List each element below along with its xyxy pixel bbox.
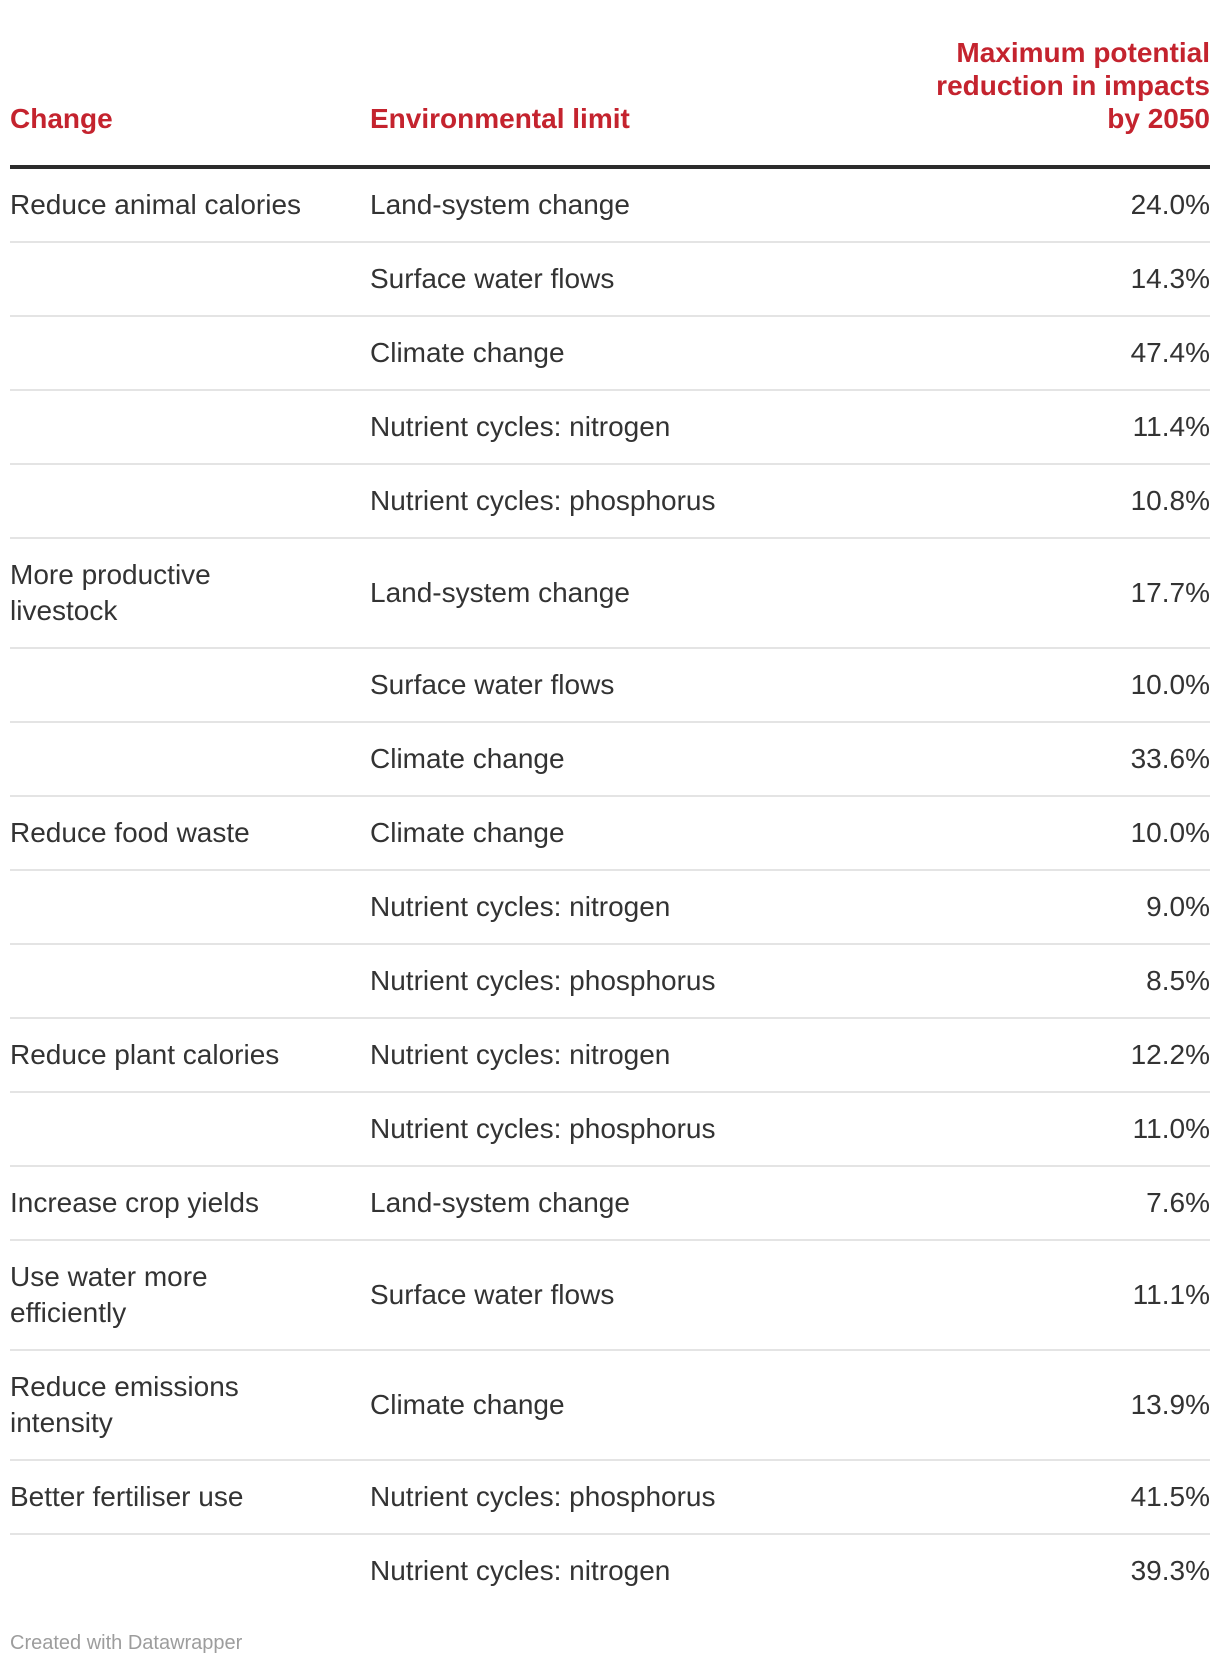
change-cell — [10, 389, 370, 464]
value-cell: 47.4% — [880, 315, 1210, 390]
column-header-environmental-limit: Environmental limit — [370, 0, 880, 169]
change-cell — [10, 943, 370, 1018]
table-row: Surface water flows 10.0% — [10, 647, 1210, 722]
value-cell: 10.0% — [880, 795, 1210, 870]
column-header-change: Change — [10, 0, 370, 169]
limit-cell: Climate change — [370, 721, 880, 796]
change-cell: Reduce emissions intensity — [10, 1349, 370, 1460]
table-row: Reduce emissions intensity Climate chang… — [10, 1349, 1210, 1460]
limit-cell: Nutrient cycles: nitrogen — [370, 389, 880, 464]
table-row: Climate change 47.4% — [10, 315, 1210, 390]
change-cell — [10, 241, 370, 316]
table-header-row: Change Environmental limit Maximum poten… — [10, 0, 1210, 169]
change-cell: Increase crop yields — [10, 1165, 370, 1240]
value-cell: 10.8% — [880, 463, 1210, 538]
value-cell: 8.5% — [880, 943, 1210, 1018]
change-cell — [10, 315, 370, 390]
table-row: Climate change 33.6% — [10, 721, 1210, 796]
change-cell: Use water more efficiently — [10, 1239, 370, 1350]
change-cell — [10, 869, 370, 944]
change-cell: Reduce food waste — [10, 795, 370, 870]
table-row: Nutrient cycles: phosphorus 11.0% — [10, 1091, 1210, 1166]
table-row: Nutrient cycles: phosphorus 10.8% — [10, 463, 1210, 538]
change-cell — [10, 1091, 370, 1166]
change-cell — [10, 721, 370, 796]
table-row: Nutrient cycles: nitrogen 11.4% — [10, 389, 1210, 464]
value-cell: 9.0% — [880, 869, 1210, 944]
table-row: Nutrient cycles: nitrogen 9.0% — [10, 869, 1210, 944]
table-row: Surface water flows 14.3% — [10, 241, 1210, 316]
column-header-max-reduction: Maximum potential reduction in impacts b… — [880, 0, 1210, 169]
value-cell: 11.0% — [880, 1091, 1210, 1166]
value-cell: 11.4% — [880, 389, 1210, 464]
change-cell — [10, 1533, 370, 1607]
change-cell: Better fertiliser use — [10, 1459, 370, 1534]
table-header: Change Environmental limit Maximum poten… — [10, 0, 1210, 169]
limit-cell: Land-system change — [370, 189, 630, 220]
limit-cell: Nutrient cycles: nitrogen — [370, 869, 880, 944]
table-row: Increase crop yields Land-system change … — [10, 1165, 1210, 1240]
limit-cell: Climate change — [370, 1349, 880, 1460]
value-cell: 17.7% — [880, 537, 1210, 648]
value-cell: 41.5% — [880, 1459, 1210, 1534]
limit-cell: Surface water flows — [370, 1239, 880, 1350]
limit-cell: Surface water flows — [370, 647, 880, 722]
limit-cell: Climate change — [370, 795, 880, 870]
limit-cell: Land-system change — [370, 537, 880, 648]
table-row: More productive livestock Land-system ch… — [10, 537, 1210, 648]
table-row: Better fertiliser use Nutrient cycles: p… — [10, 1459, 1210, 1534]
value-cell: 11.1% — [880, 1239, 1210, 1350]
limit-cell: Nutrient cycles: nitrogen — [370, 1017, 880, 1092]
limit-cell: Surface water flows — [370, 241, 880, 316]
table-row: Reduce food waste Climate change 10.0% — [10, 795, 1210, 870]
value-cell: 7.6% — [880, 1165, 1210, 1240]
table-row: Reduce animal calories Land-system chang… — [10, 167, 1210, 242]
change-cell — [10, 463, 370, 538]
value-cell: 10.0% — [880, 647, 1210, 722]
limit-cell: Nutrient cycles: phosphorus — [370, 1459, 880, 1534]
datawrapper-credit: Created with Datawrapper — [10, 1632, 243, 1654]
value-cell: 14.3% — [880, 241, 1210, 316]
limit-cell: Nutrient cycles: phosphorus — [370, 1091, 880, 1166]
value-cell: 39.3% — [880, 1533, 1210, 1607]
limit-cell: Climate change — [370, 315, 880, 390]
limit-cell: Nutrient cycles: phosphorus — [370, 943, 880, 1018]
limit-cell: Land-system change — [370, 1165, 880, 1240]
change-cell: More productive livestock — [10, 537, 370, 648]
table-row: Nutrient cycles: phosphorus 8.5% — [10, 943, 1210, 1018]
table-body: Reduce animal calories Land-system chang… — [10, 167, 1210, 1607]
value-cell: 13.9% — [880, 1349, 1210, 1460]
impacts-table: Change Environmental limit Maximum poten… — [10, 0, 1210, 1607]
table-row: Nutrient cycles: nitrogen 39.3% — [10, 1533, 1210, 1607]
change-cell: Reduce plant calories — [10, 1017, 370, 1092]
table-row: Use water more efficiently Surface water… — [10, 1239, 1210, 1350]
value-cell: 33.6% — [880, 721, 1210, 796]
value-cell: 12.2% — [880, 1017, 1210, 1092]
value-cell: 24.0% — [1130, 189, 1210, 220]
limit-cell: Nutrient cycles: phosphorus — [370, 463, 880, 538]
change-cell: Reduce animal calories — [10, 189, 302, 220]
limit-cell: Nutrient cycles: nitrogen — [370, 1533, 880, 1607]
table-row: Reduce plant calories Nutrient cycles: n… — [10, 1017, 1210, 1092]
change-cell — [10, 647, 370, 722]
